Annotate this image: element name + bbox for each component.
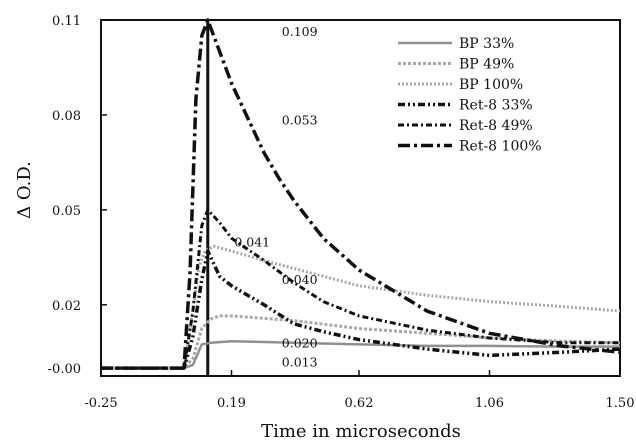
- x-axis-title: Time in microseconds: [261, 421, 461, 442]
- x-tick-label: 0.19: [217, 396, 246, 411]
- y-tick-label: 0.11: [52, 14, 81, 29]
- series-line-3: [101, 244, 621, 370]
- series-line-4: [101, 249, 621, 370]
- y-tick-label: 0.02: [52, 299, 81, 314]
- series-line-5: [101, 208, 620, 370]
- x-tick-label: 1.06: [475, 396, 504, 411]
- legend-entry-label: BP 100%: [459, 77, 523, 93]
- legend-entry-label: Ret-8 100%: [459, 139, 542, 155]
- y-tick-label: -0.00: [48, 362, 81, 377]
- y-axis-title: Δ O.D.: [14, 161, 35, 219]
- data-annotation: 0.020: [282, 336, 318, 351]
- legend-entry-label: Ret-8 49%: [459, 118, 533, 134]
- y-tick-label: 0.08: [52, 109, 81, 124]
- series-line-6: [101, 18, 621, 370]
- x-tick-label: 0.62: [345, 396, 374, 411]
- data-annotation: 0.040: [282, 272, 318, 287]
- legend-entry-label: Ret-8 33%: [459, 98, 533, 114]
- x-tick-label: -0.25: [84, 396, 117, 411]
- data-annotation: 0.053: [282, 112, 318, 127]
- data-annotation: 0.013: [282, 355, 318, 370]
- x-tick-label: 1.50: [606, 396, 635, 411]
- plot-frame: [100, 19, 621, 377]
- legend-entry-label: BP 33%: [459, 36, 514, 52]
- y-tick-label: 0.05: [52, 204, 81, 219]
- legend-entry-label: BP 49%: [459, 57, 514, 73]
- data-annotation: 0.041: [234, 234, 270, 249]
- data-annotation: 0.109: [282, 24, 318, 39]
- series-line-1: [101, 339, 620, 370]
